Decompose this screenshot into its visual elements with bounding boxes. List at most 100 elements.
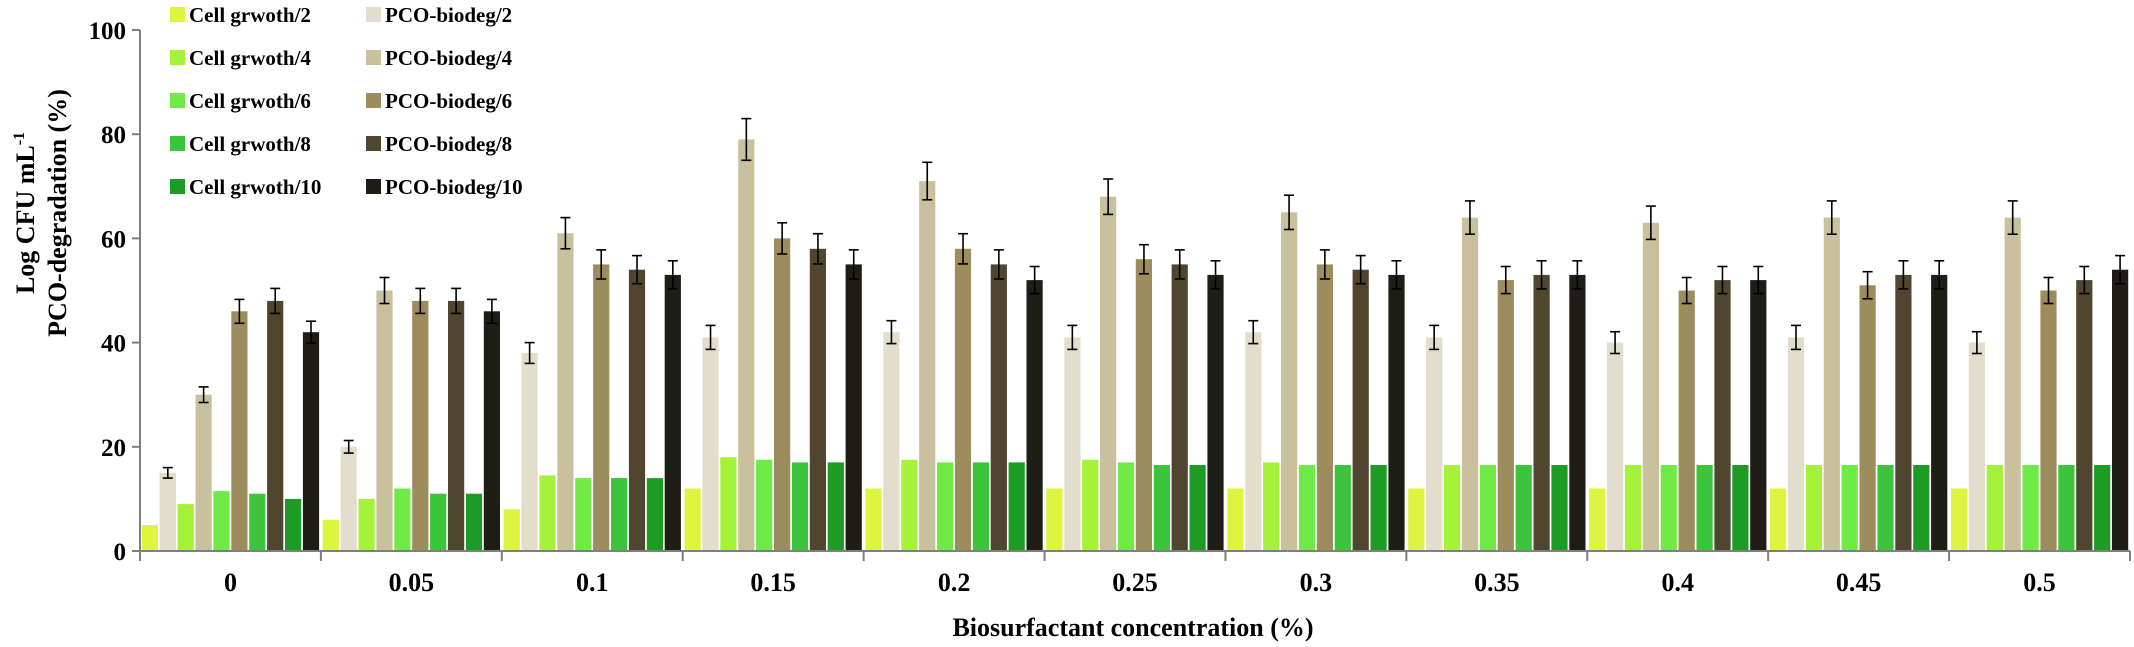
legend-label: PCO-biodeg/4 (385, 46, 513, 70)
error-bar (1681, 276, 1692, 305)
bar-pco-biodeg-8-0p35 (1533, 274, 1550, 551)
bar-pco-biodeg-10-0p25 (1207, 274, 1224, 551)
legend-swatch (170, 7, 185, 22)
bar-cell-grwoth-8-0p5 (2058, 465, 2075, 551)
error-bar (2079, 265, 2090, 295)
error-bar (1319, 249, 1330, 280)
error-bar (1210, 259, 1221, 290)
bar-cell-grwoth-2-0p4 (1589, 488, 1606, 551)
bar-pco-biodeg-8-0p25 (1171, 264, 1188, 551)
error-bar (993, 249, 1004, 280)
y-axis-title-line1: Log CFU mL (11, 145, 40, 294)
bar-pco-biodeg-6-0p45 (1859, 285, 1876, 551)
bar-cell-grwoth-8-0p4 (1696, 465, 1713, 551)
legend-label: PCO-biodeg/10 (385, 175, 523, 199)
error-bar (1753, 265, 1764, 295)
error-bar (1862, 270, 1873, 300)
bar-pco-biodeg-2-0p05 (340, 446, 357, 551)
legend-label: Cell grwoth/2 (189, 3, 311, 27)
bar-cell-grwoth-4-0p15 (720, 457, 737, 551)
bar-pco-biodeg-10-0p45 (1931, 274, 1948, 551)
x-tick-label: 0.45 (1836, 568, 1882, 597)
bar-pco-biodeg-6-0 (231, 311, 248, 551)
legend-swatch (366, 93, 381, 108)
bar-cell-grwoth-2-0p2 (865, 488, 882, 551)
error-bar (1248, 319, 1259, 345)
bar-pco-biodeg-4-0p45 (1823, 217, 1840, 551)
error-bar (1934, 259, 1945, 290)
legend-swatch (366, 179, 381, 194)
x-tick-label: 0.4 (1661, 568, 1694, 597)
error-bar (1500, 265, 1511, 295)
error-bar (306, 320, 317, 344)
bar-pco-biodeg-8-0p45 (1895, 274, 1912, 551)
x-tick-label: 0 (224, 568, 237, 597)
bar-pco-biodeg-6-0p3 (1316, 264, 1333, 551)
bar-cell-grwoth-4-0 (177, 504, 194, 551)
error-bar (1717, 265, 1728, 295)
bar-cell-grwoth-4-0p4 (1624, 465, 1642, 551)
bar-cell-grwoth-8-0p25 (1153, 465, 1170, 551)
bar-cell-grwoth-10-0p45 (1913, 465, 1930, 551)
error-bar (596, 249, 607, 280)
y-tick-label: 80 (101, 122, 126, 149)
legend-label: PCO-biodeg/6 (385, 89, 512, 113)
bar-cell-grwoth-10-0 (285, 498, 302, 551)
legend-swatch (366, 7, 381, 22)
bar-cell-grwoth-2-0p1 (503, 509, 520, 551)
legend-label: Cell grwoth/8 (189, 132, 311, 156)
bar-pco-biodeg-6-0p35 (1497, 280, 1514, 551)
legend-swatch (170, 50, 185, 65)
legend-label: Cell grwoth/10 (189, 175, 321, 199)
error-bar (2043, 276, 2054, 305)
legend-label: PCO-biodeg/8 (385, 132, 512, 156)
error-bar (1284, 194, 1295, 231)
bar-pco-biodeg-2-0p2 (883, 332, 900, 551)
bar-pco-biodeg-10-0p35 (1569, 274, 1586, 551)
x-tick-label: 0.05 (389, 568, 435, 597)
error-bar (1029, 265, 1040, 295)
bar-pco-biodeg-8-0p5 (2076, 280, 2093, 551)
bar-pco-biodeg-10-0p05 (483, 311, 500, 551)
bar-cell-grwoth-6-0p5 (2022, 465, 2039, 551)
error-bar (379, 276, 390, 305)
bar-cell-grwoth-10-0p05 (465, 493, 483, 551)
bar-pco-biodeg-10-0p4 (1750, 280, 1767, 551)
x-tick-labels: 0 0.05 0.1 0.15 0.2 0.25 0.3 0.35 0.4 0.45 0.5 (224, 568, 2056, 597)
bar-pco-biodeg-2-0p3 (1245, 332, 1262, 551)
bar-pco-biodeg-4-0p05 (376, 290, 393, 551)
bar-cell-grwoth-10-0p25 (1189, 465, 1206, 551)
x-tick-label: 0.15 (750, 568, 796, 597)
bar-cell-grwoth-6-0 (213, 491, 230, 551)
y-tick-label: 20 (101, 435, 126, 462)
bar-cell-grwoth-8-0p15 (791, 462, 809, 551)
legend-swatch (170, 179, 185, 194)
x-tick-label: 0.35 (1474, 568, 1520, 597)
bar-cell-grwoth-2-0p35 (1408, 488, 1425, 551)
y-tick-label: 0 (114, 539, 127, 566)
bar-pco-biodeg-10-0p2 (1026, 280, 1043, 551)
bar-pco-biodeg-2-0p15 (702, 337, 719, 551)
bar-pco-biodeg-6-0p2 (954, 248, 972, 552)
bar-cell-grwoth-6-0p2 (937, 462, 954, 551)
bar-cell-grwoth-4-0p35 (1444, 465, 1461, 551)
error-bar (1103, 178, 1114, 216)
bar-pco-biodeg-6-0p25 (1135, 259, 1152, 551)
error-bar (812, 232, 823, 265)
error-bar (1429, 324, 1440, 351)
bar-cell-grwoth-4-0p45 (1805, 465, 1822, 551)
x-tick-label: 0.25 (1112, 568, 1158, 597)
bar-pco-biodeg-8-0 (267, 300, 284, 551)
bar-cell-grwoth-2-0p05 (322, 519, 339, 551)
y-tick-label: 40 (101, 331, 126, 358)
y-tick-label: 60 (101, 226, 126, 253)
bar-pco-biodeg-8-0p15 (809, 248, 826, 552)
legend-label: Cell grwoth/4 (189, 46, 311, 70)
bar-pco-biodeg-6-0p05 (412, 300, 429, 551)
bar-cell-grwoth-6-0p25 (1117, 462, 1135, 551)
svg-text:Log CFU mL-1: Log CFU mL-1 (11, 132, 40, 294)
bar-cell-grwoth-4-0p25 (1082, 459, 1099, 551)
error-bar (1464, 200, 1475, 235)
error-bar (958, 232, 969, 265)
bar-cell-grwoth-4-0p5 (1986, 465, 2003, 551)
